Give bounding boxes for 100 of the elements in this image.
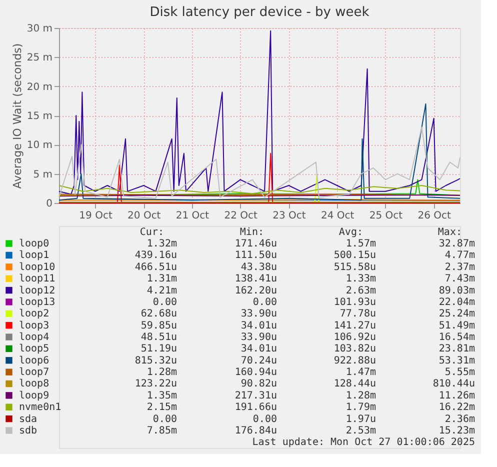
text: 4.21m xyxy=(146,285,177,296)
y-tick-label: 15 m xyxy=(26,111,52,122)
text: 11.26m xyxy=(438,390,475,402)
x-tick-label: 26 Oct xyxy=(418,210,451,222)
text: 1.32m xyxy=(146,238,177,250)
text: 1.79m xyxy=(346,402,376,414)
x-tick-label: 25 Oct xyxy=(369,210,403,222)
text: 32.87m xyxy=(438,238,475,250)
y-tick-label: 20 m xyxy=(26,82,52,93)
text: 16.54m xyxy=(438,332,475,343)
text: 922.88u xyxy=(334,355,376,366)
text: 191.66u xyxy=(234,402,277,414)
text: 90.82u xyxy=(240,378,277,390)
text: 111.50u xyxy=(234,250,277,262)
x-tick-label: 20 Oct xyxy=(128,210,161,222)
text: 43.38u xyxy=(240,262,277,273)
text: 0.00 xyxy=(252,414,277,425)
text: 0.00 xyxy=(152,296,177,308)
legend-label: loop5 xyxy=(19,344,50,355)
text: 128.44u xyxy=(334,378,376,390)
text: 1.97u xyxy=(346,414,376,425)
text: Last update: Mon Oct 27 01:00:06 2025 xyxy=(252,437,475,448)
x-tick-label: 24 Oct xyxy=(320,210,354,222)
text: 106.92u xyxy=(334,332,376,343)
text: 2.15m xyxy=(146,402,177,414)
y-tick-label: 10 m xyxy=(26,140,52,152)
x-tick-label: 21 Oct xyxy=(176,210,210,222)
text: 33.90u xyxy=(240,332,277,343)
text: 7.43m xyxy=(444,274,475,285)
legend-label: loop3 xyxy=(19,320,50,332)
text: 23.81m xyxy=(438,344,475,355)
text: 810.44u xyxy=(432,378,475,390)
text: 34.01u xyxy=(240,344,277,355)
legend-label: loop1 xyxy=(19,250,50,262)
text: 160.94u xyxy=(234,367,277,378)
text: 2.53m xyxy=(346,425,376,436)
text: 2.36m xyxy=(444,414,475,425)
text: 103.82u xyxy=(334,344,376,355)
text: 815.32u xyxy=(134,355,177,366)
y-axis-title: Average IO Wait (seconds) xyxy=(10,43,24,189)
text: 62.68u xyxy=(140,308,177,320)
text: 51.49m xyxy=(438,320,475,332)
legend-label: sda xyxy=(19,414,38,425)
text: 0.00 xyxy=(252,296,277,308)
text: Avg: xyxy=(338,226,363,238)
x-tick-label: 19 Oct xyxy=(79,210,112,222)
legend-label: sdb xyxy=(19,425,38,436)
text: 123.22u xyxy=(134,378,177,390)
text: 439.16u xyxy=(134,250,177,262)
text: 101.93u xyxy=(334,296,376,308)
text: 217.31u xyxy=(234,390,277,402)
text: 141.27u xyxy=(334,320,376,332)
y-tick-label: 0 xyxy=(46,198,52,210)
text: 48.51u xyxy=(140,332,177,343)
y-tick-label: 5 m xyxy=(33,169,52,180)
text: 16.22m xyxy=(438,402,475,414)
y-tick-label: 25 m xyxy=(26,52,52,64)
text: 1.28m xyxy=(346,390,376,402)
legend-label: loop6 xyxy=(19,355,50,366)
chart-title: Disk latency per device - by week xyxy=(150,5,370,20)
legend-label: loop0 xyxy=(19,238,50,250)
text: 33.90u xyxy=(240,308,277,320)
legend-label: loop8 xyxy=(19,378,50,390)
text: 1.35m xyxy=(146,390,177,402)
legend-label: loop11 xyxy=(19,274,56,285)
text: 162.20u xyxy=(234,285,277,296)
text: 1.47m xyxy=(346,367,376,378)
text: 5.55m xyxy=(444,367,475,378)
text: 500.15u xyxy=(334,250,376,262)
text: 1.31m xyxy=(146,274,177,285)
text: 0.00 xyxy=(152,414,177,425)
text: 53.31m xyxy=(438,355,475,366)
text: 171.46u xyxy=(234,238,277,250)
legend-label: loop4 xyxy=(19,332,50,343)
text: 466.51u xyxy=(134,262,177,273)
text: 51.19u xyxy=(140,344,177,355)
text: 77.78u xyxy=(340,308,376,320)
legend-label: loop10 xyxy=(19,262,56,273)
text: 2.37m xyxy=(444,262,475,273)
text: 515.58u xyxy=(334,262,376,273)
text: 1.28m xyxy=(146,367,177,378)
text: 138.41u xyxy=(234,274,277,285)
text: 15.23m xyxy=(438,425,475,436)
text: 34.01u xyxy=(240,320,277,332)
x-tick-label: 22 Oct xyxy=(224,210,258,222)
legend-label: loop7 xyxy=(19,367,50,378)
text: 2.63m xyxy=(346,285,376,296)
text: Min: xyxy=(240,226,264,238)
text: 59.85u xyxy=(140,320,177,332)
text: 4.77m xyxy=(444,250,475,262)
legend-label: loop12 xyxy=(19,285,56,296)
legend-label: loop9 xyxy=(19,390,50,402)
legend-label: nvme0n1 xyxy=(19,402,62,414)
legend-label: loop2 xyxy=(19,308,50,320)
text: 1.33m xyxy=(346,274,376,285)
text: 70.24u xyxy=(240,355,277,366)
text: 1.57m xyxy=(346,238,376,250)
text: Max: xyxy=(438,226,462,238)
text: 25.24m xyxy=(438,308,475,320)
text: 89.03m xyxy=(438,285,475,296)
